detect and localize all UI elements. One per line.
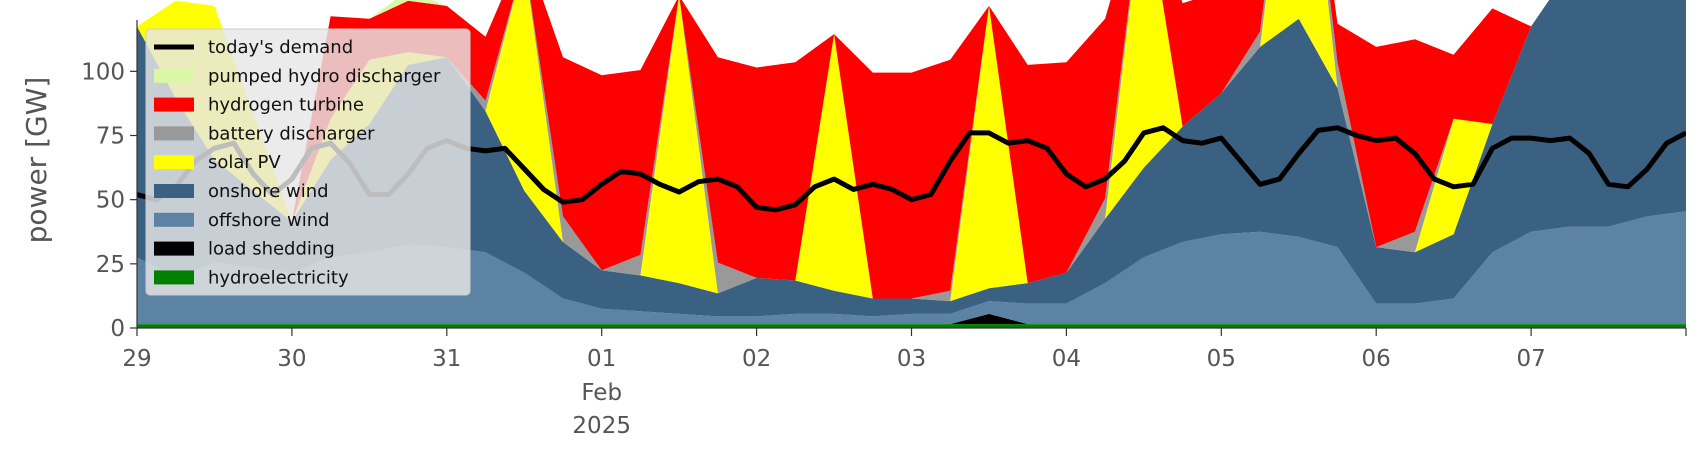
x-axis: 29 30 31 01 02 03 04 05 06 07 Feb 2025 (122, 327, 1687, 439)
y-tick-label: 75 (96, 124, 125, 150)
legend-swatch (154, 155, 194, 170)
x-tick-label: 07 (1516, 346, 1545, 372)
legend-box (145, 28, 471, 296)
area-offshore-wind (137, 211, 1686, 325)
area-onshore-wind (137, 0, 1686, 317)
x-year-label: 2025 (572, 413, 631, 439)
legend-swatch (154, 270, 194, 285)
area-solar-pv (137, 0, 1550, 302)
y-axis-label: power [GW] (20, 77, 53, 244)
legend-swatch (154, 241, 194, 256)
legend-label: pumped hydro discharger (208, 66, 441, 87)
y-tick-label: 25 (96, 252, 125, 278)
legend-swatch (154, 68, 194, 83)
legend-swatch (154, 184, 194, 198)
x-tick-label: 05 (1207, 346, 1236, 372)
x-tick-label: 31 (432, 346, 461, 372)
legend-label: today's demand (208, 37, 353, 58)
legend: today's demand pumped hydro discharger hyd… (145, 28, 471, 296)
y-tick-label: 0 (110, 316, 125, 342)
legend-swatch (154, 126, 194, 141)
legend-label: offshore wind (208, 210, 330, 231)
legend-label: hydroelectricity (208, 267, 349, 288)
stacked-area-series (137, 0, 1686, 328)
legend-swatch (154, 97, 194, 112)
y-tick-label: 50 (96, 188, 125, 214)
x-tick-label: 30 (277, 346, 306, 372)
legend-label: load shedding (208, 239, 335, 260)
x-tick-label: 03 (897, 346, 926, 372)
legend-label: battery discharger (208, 123, 375, 144)
area-hydrogen-turbine (137, 0, 1550, 299)
x-tick-label: 29 (122, 346, 151, 372)
legend-label: hydrogen turbine (208, 95, 364, 116)
legend-label: solar PV (208, 152, 281, 173)
legend-label: onshore wind (208, 181, 329, 202)
x-month-label: Feb (581, 380, 622, 406)
x-tick-label: 06 (1362, 346, 1391, 372)
x-tick-label: 02 (742, 346, 771, 372)
area-hydroelectricity (137, 324, 1686, 328)
y-tick-label: 100 (81, 59, 125, 85)
x-tick-label: 04 (1052, 346, 1081, 372)
legend-swatch (154, 212, 194, 227)
y-axis: 0 25 50 75 100 (81, 20, 138, 342)
x-tick-label: 01 (587, 346, 616, 372)
